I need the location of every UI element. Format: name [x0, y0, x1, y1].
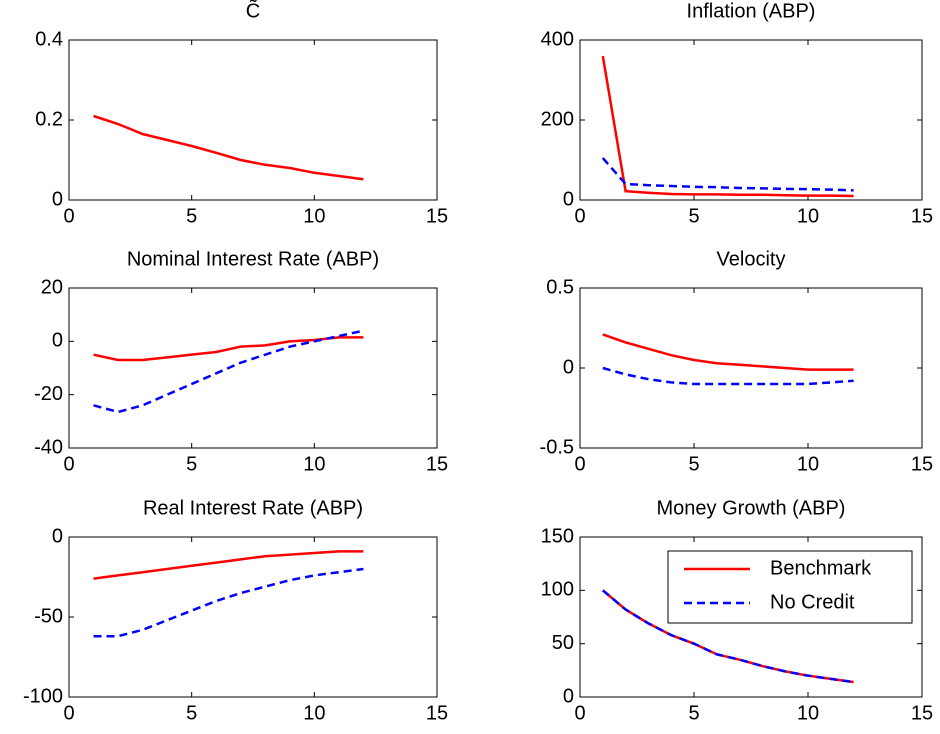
axes-box [68, 39, 438, 201]
series-line [93, 567, 364, 638]
y-tick-label: 0.2 [35, 108, 63, 130]
x-tick-label: 5 [688, 453, 699, 475]
axes-box [68, 287, 438, 449]
y-tick-label: 0 [52, 330, 63, 352]
series-line [601, 157, 854, 192]
legend-label: Benchmark [770, 557, 872, 579]
axes-box [579, 536, 923, 698]
panel-title: Inflation (ABP) [687, 0, 816, 22]
axes-box [68, 536, 438, 698]
x-tick-label: 10 [303, 453, 325, 475]
y-tick-label: -20 [34, 383, 63, 405]
panel-title: Real Interest Rate (ABP) [143, 497, 363, 519]
y-tick-label: 0.4 [35, 28, 63, 50]
series-line [93, 329, 364, 414]
y-tick-label: 150 [541, 525, 574, 547]
series-line [601, 55, 854, 198]
panel-title: C̃ [246, 0, 260, 22]
axes-box [579, 39, 923, 201]
y-tick-label: 200 [541, 108, 574, 130]
x-tick-label: 0 [63, 205, 74, 227]
series-line [93, 336, 364, 362]
panel-title: Velocity [717, 248, 786, 270]
y-tick-label: 0 [52, 525, 63, 547]
series-line [602, 333, 854, 371]
x-tick-label: 0 [574, 453, 585, 475]
x-tick-label: 15 [426, 453, 448, 475]
series-line [601, 589, 854, 684]
y-tick-label: 0 [52, 188, 63, 210]
x-tick-label: 5 [688, 702, 699, 724]
x-tick-label: 0 [63, 702, 74, 724]
y-tick-label: 0.5 [546, 276, 574, 298]
legend-label: No Credit [770, 591, 855, 613]
x-tick-label: 5 [186, 453, 197, 475]
y-tick-label: 100 [541, 579, 574, 601]
y-tick-label: -100 [23, 685, 63, 707]
x-tick-label: 15 [426, 702, 448, 724]
y-tick-label: 0 [563, 685, 574, 707]
x-tick-label: 15 [911, 702, 933, 724]
x-tick-label: 0 [574, 205, 585, 227]
series-line [93, 550, 364, 580]
legend-box [667, 550, 913, 624]
axes-box [579, 287, 923, 449]
x-tick-label: 0 [63, 453, 74, 475]
x-tick-label: 10 [797, 702, 819, 724]
series-line [93, 114, 364, 181]
x-tick-label: 15 [911, 453, 933, 475]
series-line [602, 366, 854, 386]
y-tick-label: -0.5 [540, 436, 574, 458]
x-tick-label: 15 [426, 205, 448, 227]
x-tick-label: 15 [911, 205, 933, 227]
y-tick-label: 400 [541, 28, 574, 50]
panel-title: Nominal Interest Rate (ABP) [127, 248, 379, 270]
panel-title: Money Growth (ABP) [657, 497, 846, 519]
x-tick-label: 10 [797, 205, 819, 227]
x-tick-label: 5 [688, 205, 699, 227]
x-tick-label: 5 [186, 205, 197, 227]
y-tick-label: -40 [34, 436, 63, 458]
x-tick-label: 5 [186, 702, 197, 724]
x-tick-label: 10 [303, 702, 325, 724]
y-tick-label: 0 [563, 188, 574, 210]
y-tick-label: 20 [41, 276, 63, 298]
y-tick-label: 0 [563, 356, 574, 378]
x-tick-label: 10 [797, 453, 819, 475]
y-tick-label: -50 [34, 605, 63, 627]
x-tick-label: 10 [303, 205, 325, 227]
y-tick-label: 50 [552, 632, 574, 654]
x-tick-label: 0 [574, 702, 585, 724]
